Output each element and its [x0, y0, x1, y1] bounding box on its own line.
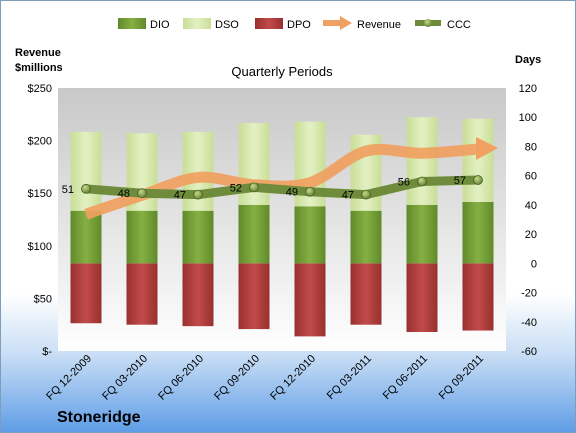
- right-tick-label: 40: [525, 200, 537, 212]
- left-tick-label: $200: [28, 136, 52, 148]
- bar-dio: [462, 201, 494, 264]
- x-tick-label: FQ 12-2010: [268, 353, 318, 403]
- ccc-point: [81, 183, 91, 194]
- legend: DIO DSO DPO Revenue CCC: [118, 16, 471, 31]
- ccc-line: [81, 175, 483, 200]
- bar-dpo: [294, 263, 326, 337]
- bar-dso: [462, 118, 494, 202]
- right-tick-label: 120: [519, 83, 537, 95]
- ccc-data-label: 52: [230, 182, 242, 194]
- bar-dso: [406, 117, 438, 205]
- right-tick-label: 60: [525, 171, 537, 183]
- x-tick-label: FQ 12-2009: [44, 353, 94, 403]
- ccc-data-label: 56: [398, 177, 410, 189]
- bar-dio: [126, 210, 158, 264]
- right-tick-label: -20: [521, 288, 537, 300]
- left-axis-label-line1: Revenue: [15, 47, 61, 59]
- legend-swatch-ccc: [415, 19, 441, 27]
- legend-label-revenue: Revenue: [357, 19, 401, 31]
- x-tick-label: FQ 03-2011: [325, 353, 374, 402]
- left-axis-label-line2: $millions: [15, 62, 63, 74]
- ccc-data-label: 47: [342, 190, 354, 202]
- x-axis-ticks: FQ 12-2009 FQ 03-2010 FQ 06-2010 FQ 09-2010…: [44, 353, 486, 403]
- chart-title: Quarterly Periods: [231, 64, 333, 79]
- bar-dpo: [126, 263, 158, 325]
- left-axis-ticks: $250 $200 $150 $100 $50 $-: [28, 83, 53, 358]
- x-tick-label: FQ 09-2011: [437, 353, 486, 402]
- legend-swatch-dso: [183, 18, 211, 29]
- revenue-arrowhead: [476, 137, 498, 161]
- company-name: Stoneridge: [57, 409, 141, 426]
- ccc-data-label: 47: [174, 190, 186, 202]
- x-tick-label: FQ 03-2010: [100, 353, 150, 403]
- ccc-data-label: 57: [454, 175, 466, 187]
- bar-dio: [238, 204, 270, 264]
- left-tick-label: $250: [28, 83, 52, 95]
- bar-dso: [70, 131, 102, 211]
- x-tick-label: FQ 06-2010: [156, 353, 206, 403]
- bar-dio: [70, 210, 102, 264]
- legend-label-dpo: DPO: [287, 19, 311, 31]
- right-tick-label: 0: [531, 258, 537, 270]
- left-tick-label: $-: [42, 346, 52, 358]
- right-axis-label: Days: [515, 54, 541, 66]
- right-tick-label: -40: [521, 317, 537, 329]
- ccc-point: [361, 189, 371, 200]
- right-tick-label: -60: [521, 346, 537, 358]
- bar-dio: [294, 206, 326, 264]
- left-tick-label: $50: [34, 293, 52, 305]
- ccc-data-label: 49: [286, 187, 298, 199]
- left-tick-label: $100: [28, 241, 52, 253]
- bar-dpo: [70, 263, 102, 324]
- plot-area: [58, 88, 506, 351]
- legend-label-dso: DSO: [215, 19, 239, 31]
- ccc-point: [193, 189, 203, 200]
- ccc-data-label: 51: [62, 184, 74, 196]
- right-tick-label: 80: [525, 141, 537, 153]
- ccc-point: [473, 175, 483, 185]
- legend-label-ccc: CCC: [447, 19, 471, 31]
- bar-dio: [350, 210, 382, 264]
- left-tick-label: $150: [28, 188, 52, 200]
- bar-dpo: [462, 263, 494, 331]
- right-tick-label: 20: [525, 229, 537, 241]
- x-tick-label: FQ 06-2011: [381, 353, 430, 402]
- legend-label-dio: DIO: [150, 19, 170, 31]
- ccc-point: [249, 182, 259, 193]
- ccc-layer: 51 48 47 52 49 47 56 57: [62, 175, 483, 202]
- bars-layer: [70, 117, 494, 337]
- bar-dpo: [350, 263, 382, 325]
- x-tick-label: FQ 09-2010: [212, 353, 262, 403]
- bar-dpo: [406, 263, 438, 333]
- ccc-data-label: 48: [118, 188, 130, 200]
- bar-dio: [182, 210, 214, 264]
- bar-dpo: [238, 263, 270, 330]
- right-tick-label: 100: [519, 112, 537, 124]
- right-axis-ticks: 120 100 80 60 40 20 0 -20 -40 -60: [519, 83, 537, 358]
- ccc-point: [305, 186, 315, 197]
- legend-swatch-dpo: [255, 18, 283, 29]
- ccc-point: [417, 176, 427, 187]
- legend-swatch-revenue: [323, 16, 352, 30]
- bar-dio: [406, 204, 438, 264]
- ccc-point: [137, 188, 147, 199]
- legend-swatch-dio: [118, 18, 146, 29]
- bar-dpo: [182, 263, 214, 327]
